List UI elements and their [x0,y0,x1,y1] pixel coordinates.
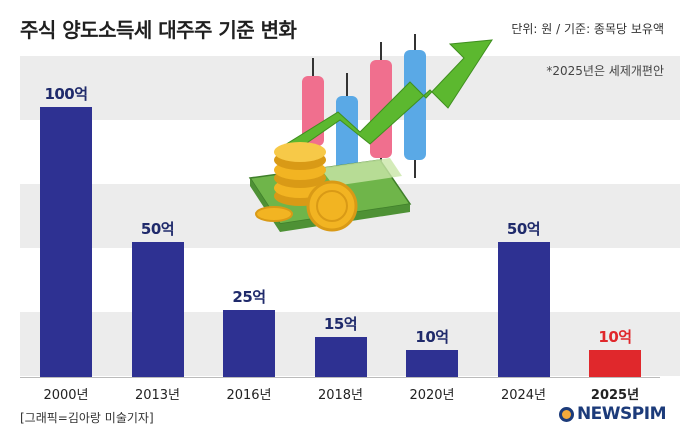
graphic-credit: [그래픽=김아랑 미술기자] [20,411,154,425]
newspim-logo: NEWSPIM [558,404,667,424]
finance-illustration [248,34,493,232]
bar-2 [223,309,275,377]
x-tick-label-2: 2016년 [226,388,272,403]
data-label-2: 25억 [232,287,266,306]
bar-4 [406,350,458,377]
x-tick-label-1: 2013년 [134,388,181,403]
data-label-5: 50억 [506,220,541,238]
footnote: *2025년은 세제개편안 [546,64,664,78]
unit-note: 단위: 원 / 기준: 종목당 보유액 [511,22,664,36]
data-label-3: 15억 [323,314,358,333]
data-label-4: 10억 [415,328,449,346]
page-title: 주식 양도소득세 대주주 기준 변화 [20,18,297,42]
newspim-logo-icon [558,406,574,422]
x-axis-baseline [20,377,660,378]
x-tick-label-5: 2024년 [500,388,547,403]
data-label-0: 100억 [44,85,88,103]
x-tick-label-0: 2000년 [43,388,89,403]
x-tick-label-4: 2020년 [409,388,455,403]
logo-text: NEWSPIM [576,404,667,424]
bar-0 [40,107,92,377]
bar-6 [589,350,641,377]
data-label-1: 50억 [140,220,175,238]
bar-3 [314,336,367,377]
gold-coin-icon [255,142,358,232]
bar-1 [131,242,184,377]
x-tick-label-3: 2018년 [317,388,364,403]
data-label-6: 10억 [598,328,632,346]
x-tick-label-6: 2025년 [590,388,640,403]
bar-5 [497,242,550,377]
